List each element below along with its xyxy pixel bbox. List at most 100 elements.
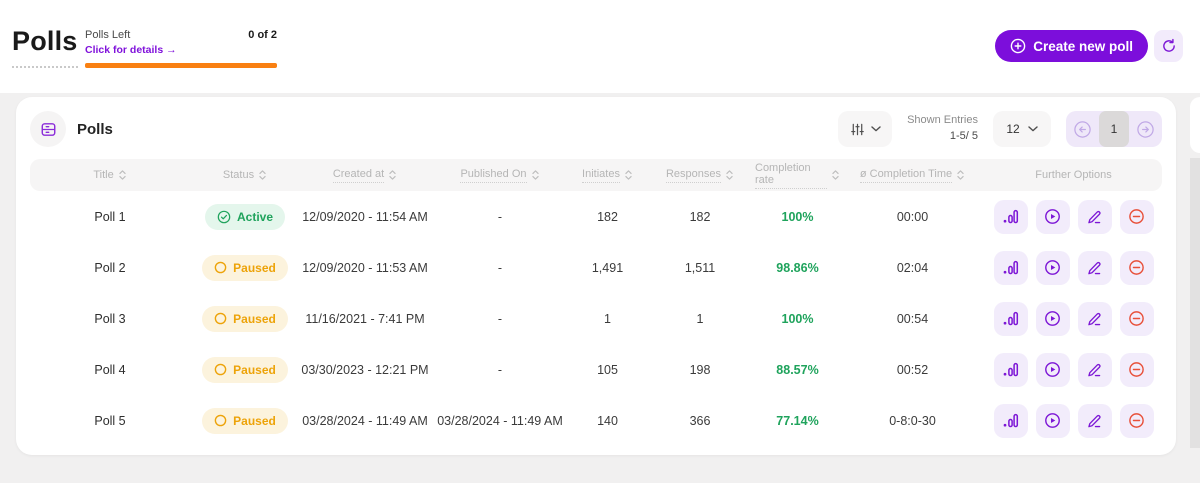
status-badge: Paused <box>202 254 288 281</box>
sort-icon <box>725 169 734 181</box>
status-label: Paused <box>233 413 276 428</box>
play-circle-icon <box>1044 208 1061 225</box>
column-header-responses[interactable]: Responses <box>645 168 755 183</box>
previous-page-button[interactable] <box>1066 111 1099 147</box>
status-label: Paused <box>233 260 276 275</box>
page-size-dropdown[interactable]: 12 <box>993 111 1051 147</box>
play-button[interactable] <box>1035 352 1070 387</box>
edit-button[interactable] <box>1077 403 1112 438</box>
status-label: Active <box>236 209 274 224</box>
table-row[interactable]: Poll 4 Paused 03/30/2023 - 12:21 PM - 10… <box>30 344 1162 395</box>
sort-icon <box>624 169 633 181</box>
status-cell: Paused <box>190 254 300 281</box>
completion-time-cell: 00:00 <box>896 209 929 224</box>
create-new-poll-button[interactable]: Create new poll <box>995 30 1148 62</box>
play-button[interactable] <box>1035 250 1070 285</box>
deactivate-button[interactable] <box>1119 301 1154 336</box>
responses-cell: 366 <box>689 413 711 428</box>
bar-chart-icon <box>1002 208 1019 225</box>
table-row[interactable]: Poll 3 Paused 11/16/2021 - 7:41 PM - 1 1… <box>30 293 1162 344</box>
column-header-initiates[interactable]: Initiates <box>570 168 645 183</box>
chevron-down-icon <box>870 126 881 132</box>
statistics-button[interactable] <box>993 199 1028 234</box>
bar-chart-icon <box>1002 412 1019 429</box>
edit-button[interactable] <box>1077 301 1112 336</box>
edit-button[interactable] <box>1077 352 1112 387</box>
pencil-icon <box>1086 208 1103 225</box>
table-row[interactable]: Poll 2 Paused 12/09/2020 - 11:53 AM - 1,… <box>30 242 1162 293</box>
bar-chart-icon <box>1002 361 1019 378</box>
card-title: Polls <box>77 120 113 138</box>
adjacent-card-sliver <box>1190 97 1200 153</box>
refresh-button[interactable] <box>1154 30 1183 62</box>
filter-button[interactable] <box>838 111 893 147</box>
row-actions <box>985 352 1162 387</box>
polls-left-label: Polls Left <box>85 29 131 41</box>
column-header-avg-completion-time[interactable]: ø Completion Time <box>840 168 985 183</box>
table-header-row: Title Status Created at Published On Ini… <box>30 159 1162 191</box>
published-on-cell: - <box>497 311 503 326</box>
statistics-button[interactable] <box>993 403 1028 438</box>
column-header-title[interactable]: Title <box>30 169 190 181</box>
responses-cell: 182 <box>689 209 711 224</box>
paused-circle-icon <box>214 261 227 274</box>
polls-left-widget: Polls Left Click for details → 0 of 2 <box>85 29 277 68</box>
completion-rate-cell: 100% <box>781 311 814 326</box>
polls-left-progress-bar <box>85 63 277 68</box>
deactivate-button[interactable] <box>1119 199 1154 234</box>
play-button[interactable] <box>1035 301 1070 336</box>
created-at-cell: 12/09/2020 - 11:53 AM <box>302 260 428 275</box>
minus-circle-icon <box>1128 208 1145 225</box>
status-cell: Paused <box>190 305 300 332</box>
play-button[interactable] <box>1035 403 1070 438</box>
completion-rate-cell: 98.86% <box>776 260 819 275</box>
page-size-value: 12 <box>1006 122 1020 136</box>
pagination: 1 <box>1066 111 1162 147</box>
polls-left-count: 0 of 2 <box>248 29 277 41</box>
statistics-button[interactable] <box>993 352 1028 387</box>
play-circle-icon <box>1044 361 1061 378</box>
next-page-button[interactable] <box>1129 111 1162 147</box>
vertical-scrollbar[interactable] <box>1190 158 1200 448</box>
published-on-cell: - <box>497 209 503 224</box>
completion-time-cell: 00:52 <box>896 362 929 377</box>
shown-entries-value: 1-5/ 5 <box>949 130 978 142</box>
row-actions <box>985 301 1162 336</box>
column-header-created-at[interactable]: Created at <box>300 168 430 183</box>
edit-button[interactable] <box>1077 250 1112 285</box>
table-body: Poll 1 Active 12/09/2020 - 11:54 AM - 18… <box>30 191 1162 446</box>
initiates-cell: 1,491 <box>591 260 624 275</box>
current-page-number[interactable]: 1 <box>1099 111 1129 147</box>
published-on-cell: 03/28/2024 - 11:49 AM <box>437 413 563 428</box>
polls-left-details-link[interactable]: Click for details → <box>85 44 177 56</box>
status-badge: Active <box>204 203 286 230</box>
table-row[interactable]: Poll 5 Paused 03/28/2024 - 11:49 AM 03/2… <box>30 395 1162 446</box>
column-header-published-on[interactable]: Published On <box>430 168 570 183</box>
column-header-completion-rate[interactable]: Completion rate <box>755 162 840 189</box>
status-badge: Paused <box>202 407 288 434</box>
initiates-cell: 1 <box>604 311 611 326</box>
sort-icon <box>258 169 267 181</box>
status-badge: Paused <box>202 305 288 332</box>
deactivate-button[interactable] <box>1119 403 1154 438</box>
pencil-icon <box>1086 259 1103 276</box>
edit-button[interactable] <box>1077 199 1112 234</box>
poll-title-cell: Poll 5 <box>94 413 126 428</box>
pencil-icon <box>1086 310 1103 327</box>
table-row[interactable]: Poll 1 Active 12/09/2020 - 11:54 AM - 18… <box>30 191 1162 242</box>
arrow-left-circle-icon <box>1073 120 1092 139</box>
statistics-button[interactable] <box>993 250 1028 285</box>
sort-icon <box>831 169 840 181</box>
pencil-icon <box>1086 361 1103 378</box>
pencil-icon <box>1086 412 1103 429</box>
play-button[interactable] <box>1035 199 1070 234</box>
deactivate-button[interactable] <box>1119 250 1154 285</box>
column-header-status[interactable]: Status <box>190 169 300 181</box>
deactivate-button[interactable] <box>1119 352 1154 387</box>
statistics-button[interactable] <box>993 301 1028 336</box>
chevron-down-icon <box>1027 126 1038 132</box>
sort-icon <box>956 169 965 181</box>
poll-title-cell: Poll 3 <box>94 311 126 326</box>
check-circle-icon <box>217 210 231 224</box>
completion-rate-cell: 77.14% <box>776 413 819 428</box>
